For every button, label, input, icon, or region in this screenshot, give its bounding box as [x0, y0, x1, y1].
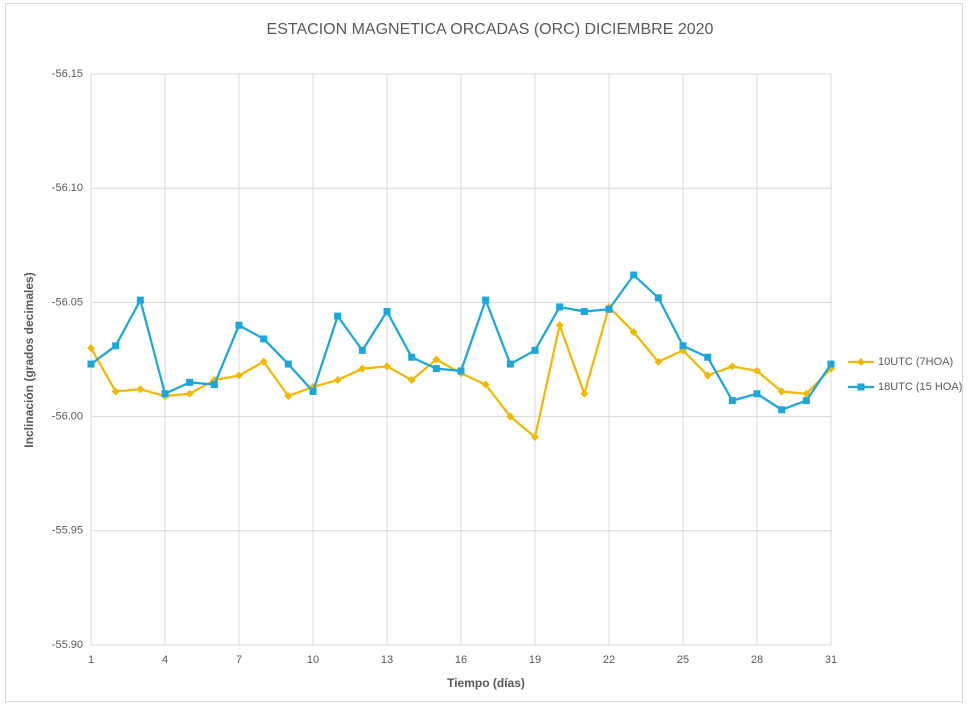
x-tick-label: 31	[825, 654, 837, 666]
x-tick-label: 10	[307, 654, 319, 666]
data-point	[259, 357, 268, 366]
y-tick-label: -56.05	[52, 296, 83, 308]
data-point	[753, 366, 761, 375]
data-point	[161, 390, 169, 398]
chart-border	[5, 3, 963, 702]
x-tick-label: 1	[88, 654, 94, 666]
data-point	[531, 433, 539, 442]
x-tick-label: 7	[236, 654, 242, 666]
data-point	[358, 346, 366, 354]
legend-label: 18UTC (15 HOA)	[878, 381, 962, 393]
x-tick-label: 22	[603, 654, 615, 666]
y-tick-label: -55.95	[52, 525, 83, 537]
data-point	[87, 344, 95, 353]
data-point	[777, 387, 786, 396]
y-axis-label: Inclinación (grados decimales)	[22, 272, 36, 447]
data-point	[481, 380, 490, 389]
data-point	[679, 342, 687, 350]
data-point	[358, 364, 367, 373]
data-point	[753, 390, 761, 398]
data-point	[555, 321, 564, 330]
data-point	[235, 371, 243, 380]
data-point	[111, 387, 120, 396]
chart-title: ESTACION MAGNETICA ORCADAS (ORC) DICIEMB…	[267, 21, 714, 38]
data-point	[654, 357, 663, 366]
data-point	[506, 360, 514, 368]
x-tick-label: 25	[677, 654, 689, 666]
data-point	[185, 389, 194, 398]
data-point	[580, 308, 588, 316]
data-point	[383, 308, 391, 316]
data-point	[728, 397, 736, 405]
data-point	[654, 294, 662, 302]
data-point	[210, 381, 218, 389]
data-point	[235, 321, 243, 329]
x-tick-label: 28	[751, 654, 763, 666]
data-point	[334, 312, 342, 320]
data-point	[432, 355, 441, 364]
data-point	[383, 362, 391, 371]
legend-label: 10UTC (7HOA)	[878, 356, 953, 368]
data-point	[630, 271, 638, 279]
x-tick-label: 19	[529, 654, 541, 666]
data-point	[457, 367, 465, 375]
data-point	[309, 387, 317, 395]
data-point	[531, 346, 539, 354]
data-point	[186, 378, 194, 386]
data-point	[432, 365, 440, 373]
data-point	[703, 371, 712, 380]
data-point	[728, 362, 737, 371]
data-point	[704, 353, 712, 361]
x-tick-label: 16	[455, 654, 467, 666]
y-tick-label: -56.00	[52, 411, 83, 423]
data-point	[408, 353, 416, 361]
data-point	[605, 305, 613, 313]
data-point	[629, 328, 638, 337]
data-point	[112, 342, 120, 350]
data-point	[136, 296, 144, 304]
data-point	[333, 376, 342, 385]
y-tick-label: -56.10	[52, 182, 83, 194]
data-point	[407, 376, 416, 385]
data-point	[260, 335, 268, 343]
data-point	[506, 412, 515, 421]
data-point	[778, 406, 786, 414]
legend-marker	[857, 358, 865, 366]
y-tick-label: -55.90	[52, 639, 83, 651]
data-point	[136, 385, 145, 394]
x-axis-label: Tiempo (días)	[447, 676, 525, 690]
data-point	[284, 360, 292, 368]
data-point	[556, 303, 564, 311]
data-point	[87, 360, 95, 368]
x-tick-label: 13	[381, 654, 393, 666]
data-point	[482, 296, 490, 304]
data-point	[802, 397, 810, 405]
data-point	[580, 389, 589, 398]
data-point	[284, 392, 293, 401]
data-point	[827, 360, 835, 368]
y-tick-label: -56.15	[52, 68, 83, 80]
legend-marker	[857, 383, 865, 391]
x-tick-label: 4	[162, 654, 168, 666]
